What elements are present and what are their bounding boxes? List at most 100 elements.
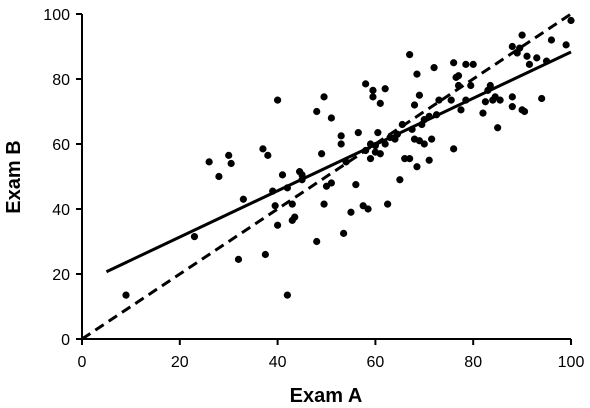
x-tick-label: 40: [269, 354, 287, 371]
x-axis-title: Exam A: [290, 385, 363, 407]
y-tick-label: 60: [52, 137, 70, 154]
x-tick-label: 20: [171, 354, 189, 371]
ticks-layer: 0 20 40 60 80 100 0 20 40 60 80 100: [43, 7, 584, 371]
data-point: [327, 114, 335, 122]
y-tick-label: 100: [43, 7, 70, 24]
data-point: [406, 51, 414, 59]
data-point: [420, 140, 428, 148]
regression-line: [105, 50, 572, 274]
data-point: [523, 52, 531, 60]
data-point: [274, 221, 282, 229]
data-point: [337, 132, 345, 140]
data-point: [457, 106, 465, 114]
data-point: [413, 70, 421, 78]
data-point: [393, 130, 402, 138]
data-point: [298, 171, 306, 179]
data-point: [362, 80, 370, 88]
data-point: [398, 120, 406, 129]
axes-layer: [81, 14, 571, 340]
data-point: [347, 208, 355, 216]
data-point: [406, 155, 414, 163]
data-point: [542, 57, 551, 65]
data-point: [384, 200, 392, 208]
data-point: [369, 93, 377, 101]
data-point: [264, 151, 272, 159]
data-point: [508, 103, 516, 111]
data-point: [374, 129, 382, 137]
data-point: [435, 96, 443, 104]
y-tick-label: 0: [61, 332, 70, 349]
data-point: [271, 202, 279, 210]
data-point: [533, 54, 541, 62]
data-point: [413, 163, 421, 171]
data-point: [450, 59, 458, 67]
data-point: [259, 145, 267, 153]
data-point: [364, 205, 372, 213]
x-tick-label: 100: [558, 354, 585, 371]
data-point: [269, 187, 277, 195]
data-point: [547, 36, 556, 44]
data-point: [283, 291, 291, 299]
data-point: [313, 237, 321, 246]
data-point: [516, 44, 524, 52]
data-point: [320, 200, 328, 208]
data-point: [320, 93, 328, 101]
data-point: [205, 158, 213, 166]
data-point: [283, 184, 291, 192]
data-point: [313, 107, 321, 116]
x-tick-label: 60: [367, 354, 385, 371]
data-point: [508, 93, 516, 101]
data-point: [239, 195, 247, 203]
data-point: [234, 255, 243, 263]
data-point: [369, 86, 377, 94]
data-point: [342, 158, 350, 166]
data-point: [462, 60, 470, 68]
data-point: [450, 145, 458, 153]
y-tick-label: 80: [52, 72, 70, 89]
data-point: [362, 146, 370, 155]
data-point: [494, 124, 502, 132]
data-point: [481, 98, 490, 106]
data-point: [454, 72, 463, 80]
data-point: [291, 213, 299, 221]
data-point: [454, 81, 463, 90]
data-point: [538, 94, 546, 103]
y-tick-label: 20: [52, 267, 70, 284]
data-point: [337, 140, 345, 148]
data-point: [525, 60, 534, 68]
data-point: [462, 96, 470, 104]
data-point: [288, 200, 296, 208]
lines-layer: [81, 12, 572, 341]
data-point: [479, 109, 487, 117]
data-point: [261, 250, 269, 259]
data-point: [432, 111, 441, 119]
data-point: [122, 291, 130, 299]
x-tick-label: 0: [78, 354, 87, 371]
data-point: [410, 101, 419, 109]
data-point: [190, 233, 199, 241]
data-point: [366, 155, 375, 163]
data-point: [352, 181, 360, 189]
data-point: [340, 229, 348, 237]
data-point: [354, 129, 362, 137]
data-point: [467, 81, 475, 90]
data-point: [520, 107, 529, 116]
data-point: [486, 81, 494, 90]
data-point: [567, 16, 575, 25]
data-point: [408, 125, 416, 133]
points-layer: [122, 16, 575, 299]
data-point: [376, 99, 384, 107]
data-point: [274, 96, 282, 104]
data-point: [371, 142, 379, 150]
data-point: [396, 176, 404, 184]
data-point: [225, 151, 233, 159]
data-point: [425, 112, 433, 120]
data-point: [469, 60, 477, 68]
data-point: [428, 135, 436, 143]
data-point: [278, 171, 287, 179]
data-point: [430, 64, 438, 72]
data-point: [376, 150, 384, 158]
data-point: [508, 42, 516, 51]
data-point: [327, 179, 335, 187]
